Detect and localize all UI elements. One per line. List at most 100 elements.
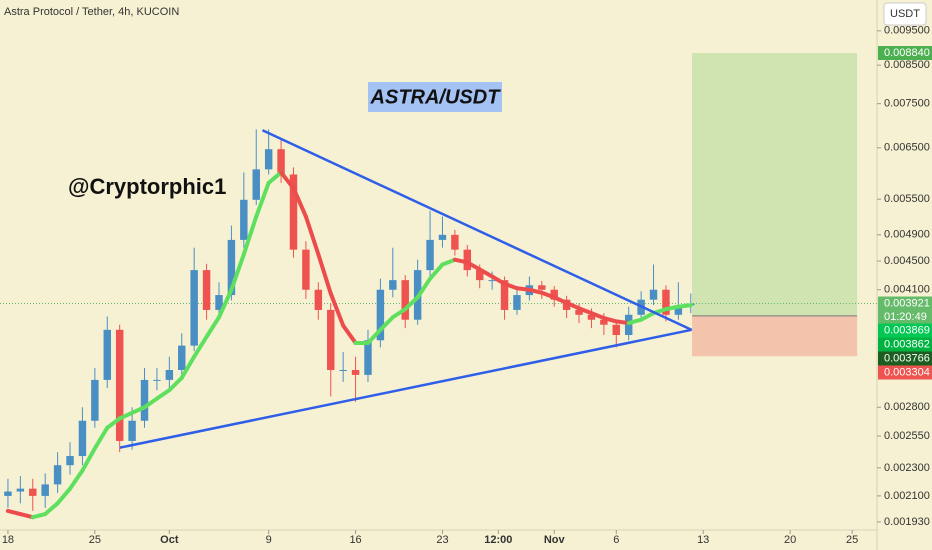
ema-segment	[577, 306, 594, 316]
ema-segment	[167, 375, 184, 393]
candle-body	[600, 319, 608, 325]
y-tick-label: 0.004100	[884, 284, 930, 296]
currency-box[interactable]	[883, 2, 927, 26]
candle-body	[302, 249, 310, 290]
y-tick-label: 0.001930	[884, 516, 930, 528]
annotation: ASTRA/USDT	[370, 86, 502, 108]
candle-body	[401, 280, 409, 320]
ema-segment	[626, 317, 644, 326]
ema-segment	[452, 257, 470, 265]
candle-body	[426, 239, 434, 271]
price-label: 0.003766	[884, 352, 930, 364]
candle-body	[66, 456, 74, 466]
candle-body	[190, 270, 198, 346]
candle-body	[364, 340, 372, 375]
candle-body	[649, 289, 658, 300]
ema-segment	[241, 214, 259, 257]
plot	[0, 53, 877, 520]
y-tick-label: 0.006500	[884, 142, 930, 154]
candle-body	[587, 314, 596, 320]
x-tick-label: Nov	[544, 534, 566, 546]
ema-segment	[527, 287, 544, 295]
candle-body	[103, 329, 111, 380]
candle-body	[277, 149, 285, 175]
currency[interactable]: USDT	[890, 8, 920, 20]
ema-segment	[68, 468, 85, 491]
candle-body	[351, 369, 360, 375]
trendline	[119, 328, 692, 449]
candle-body	[327, 309, 335, 370]
candle-body	[128, 420, 136, 441]
ema-segment	[378, 315, 395, 332]
ema-segment	[179, 354, 197, 380]
ema-segment	[217, 287, 234, 320]
ema-segment	[291, 186, 308, 219]
ema-segment	[539, 290, 557, 300]
candle-body	[612, 324, 621, 336]
ema-segment	[601, 316, 619, 324]
y-tick-label: 0.004500	[884, 255, 930, 267]
ema-segment	[440, 257, 457, 267]
candle-body	[240, 199, 248, 240]
x-tick-label: 16	[349, 534, 361, 546]
ema-segment	[663, 304, 681, 312]
candle-body	[252, 169, 260, 200]
candle-body	[500, 280, 509, 310]
countdown: 01:20:49	[884, 311, 927, 323]
ema-segment	[465, 260, 482, 272]
ema-segment	[154, 388, 172, 401]
candle-body	[376, 289, 385, 341]
x-tick-label: Oct	[160, 534, 179, 546]
candle-body	[165, 369, 174, 380]
ema-segment	[117, 410, 135, 421]
ema-segment	[676, 303, 693, 309]
price-label: 0.003869	[884, 324, 930, 336]
price-label-bg	[878, 337, 932, 352]
ema-segment	[80, 446, 97, 473]
ema-segment	[279, 170, 296, 191]
candle-body	[29, 488, 37, 496]
annotation: @Cryptorphic1	[68, 174, 226, 199]
candle-body	[202, 270, 211, 310]
candle-body	[314, 289, 323, 310]
ema-segment	[254, 180, 271, 219]
ema-segment	[18, 512, 35, 520]
candle-body	[674, 305, 683, 315]
y-tick-label: 0.008500	[884, 59, 930, 71]
ema-segment	[564, 300, 582, 311]
ema-segment	[204, 315, 222, 339]
candle-body	[488, 280, 496, 282]
ema-segment	[105, 416, 122, 430]
candle-body	[339, 369, 347, 371]
y-tick-label: 0.002550	[884, 430, 930, 442]
ema-segment	[316, 252, 333, 296]
y-tick-label: 0.002300	[884, 462, 930, 474]
candle-body	[41, 484, 49, 496]
y-tick-label: 0.007500	[884, 98, 930, 110]
y-tick-label: 0.004900	[884, 229, 930, 241]
x-tick-label: 12:00	[484, 534, 512, 546]
candle-body	[451, 234, 459, 250]
annotation-box	[368, 82, 502, 112]
ema-segment	[490, 274, 507, 286]
y-tick-label: 0.005500	[884, 193, 930, 205]
candle-body	[78, 420, 87, 457]
ema-segment	[142, 396, 159, 410]
candle-body	[178, 345, 186, 370]
price-label-bg	[878, 323, 932, 338]
candle-body	[153, 379, 161, 381]
ema-segment	[303, 214, 321, 257]
candle-body	[575, 309, 583, 315]
candle-body	[140, 379, 149, 421]
ema-segment	[130, 405, 147, 415]
ema-segment	[192, 334, 209, 359]
candle-body	[227, 239, 236, 296]
x-tick-label: 23	[436, 534, 448, 546]
x-tick-label: 25	[846, 534, 858, 546]
y-tick-label: 0.002800	[884, 401, 930, 413]
stop-zone	[692, 315, 858, 357]
candle-body	[550, 289, 558, 300]
x-tick-label: 18	[2, 534, 14, 546]
x-tick-label: 9	[266, 534, 272, 546]
